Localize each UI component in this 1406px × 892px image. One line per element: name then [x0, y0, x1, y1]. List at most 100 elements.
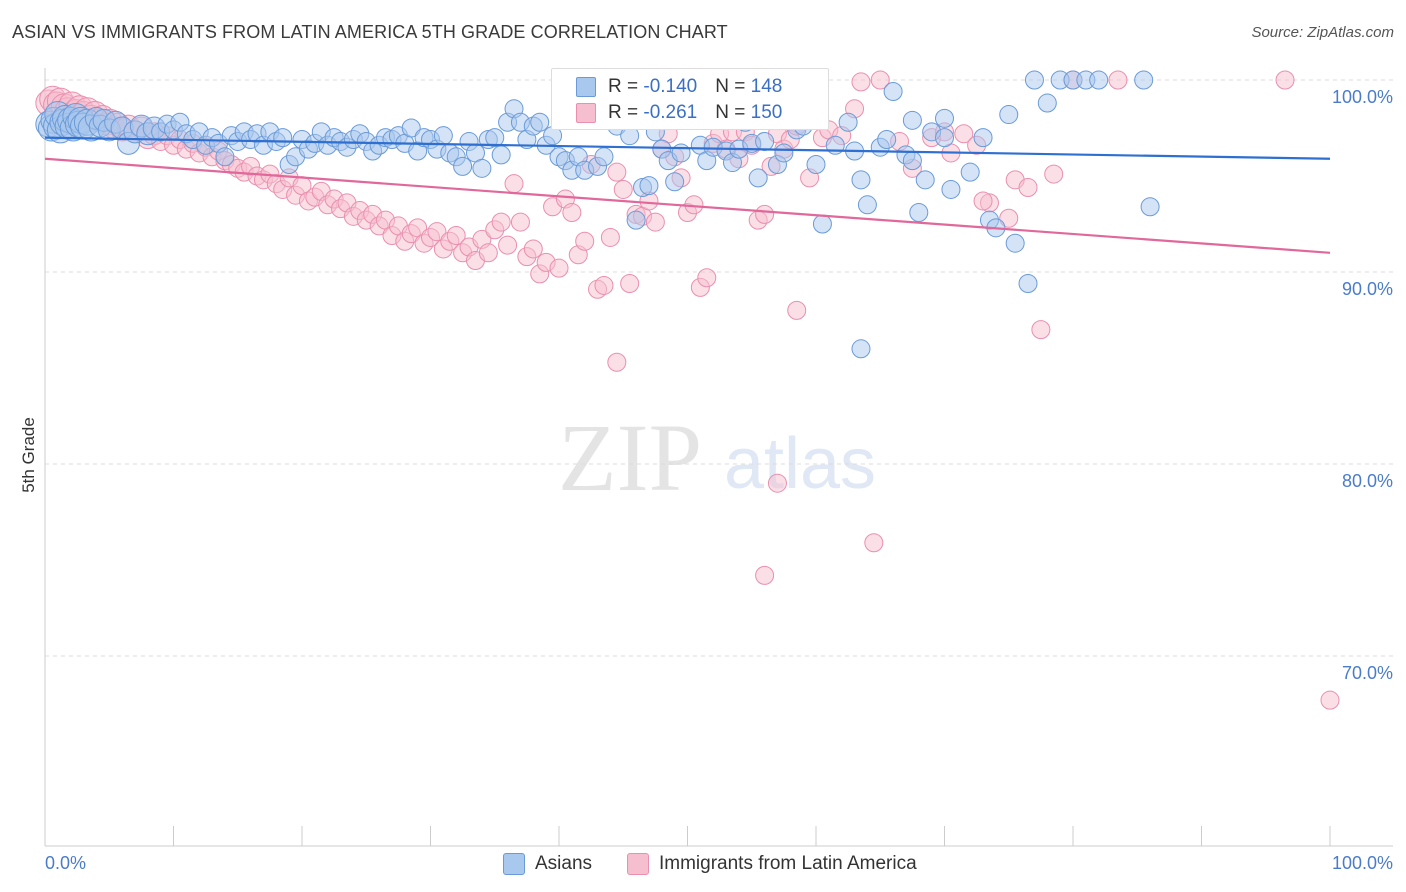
latin-point — [1320, 690, 1340, 710]
asian-point — [909, 202, 929, 222]
latin-point — [1031, 320, 1051, 340]
latin-point — [607, 162, 627, 182]
asian-point — [453, 156, 473, 176]
asian-point — [485, 128, 505, 148]
bottom-asians-label: Asians — [535, 853, 593, 874]
latin-point — [870, 70, 890, 90]
latin-point — [645, 212, 665, 232]
y-tick-label: 90.0% — [1342, 279, 1393, 299]
latin-point — [755, 565, 775, 585]
legend-row-asians: R = -0.140 N = 148 — [576, 75, 782, 99]
latin-point — [864, 533, 884, 553]
latin-point — [523, 239, 543, 259]
asian-point — [960, 162, 980, 182]
asian-point — [1134, 70, 1154, 90]
latin-point — [594, 275, 614, 295]
latin-point — [600, 227, 620, 247]
latin-point — [1108, 70, 1128, 90]
latin-point — [767, 473, 787, 493]
latin-america-points — [35, 70, 1340, 710]
latin-point — [510, 212, 530, 232]
axes — [44, 68, 1393, 847]
source-label: Source: ZipAtlas.com — [1251, 24, 1394, 41]
y-axis-label: 5th Grade — [19, 417, 38, 493]
latin-point — [697, 268, 717, 288]
latin-r-label: R = — [608, 102, 644, 123]
asian-point — [902, 110, 922, 130]
latin-point — [1275, 70, 1295, 90]
latin-point — [787, 300, 807, 320]
y-tick-label: 70.0% — [1342, 663, 1393, 683]
y-tick-label: 80.0% — [1342, 471, 1393, 491]
latin-point — [498, 235, 518, 255]
asian-point — [806, 154, 826, 174]
asian-point — [215, 147, 235, 167]
latin-swatch — [576, 103, 596, 123]
asian-point — [1037, 93, 1057, 113]
asian-point — [999, 105, 1019, 125]
latin-point — [973, 191, 993, 211]
asians-r-value: -0.140 — [643, 76, 698, 97]
latin-point — [491, 212, 511, 232]
latin-point — [755, 204, 775, 224]
asian-point — [851, 170, 871, 190]
asian-point — [594, 147, 614, 167]
asian-point — [665, 172, 685, 192]
latin-trend-line — [44, 157, 1331, 254]
bottom-asians-swatch — [503, 853, 525, 875]
asian-point — [935, 128, 954, 148]
asian-point — [433, 126, 453, 146]
latin-point — [504, 174, 524, 194]
asians-n-label: N = — [715, 76, 751, 97]
asians-n-value: 148 — [750, 76, 783, 97]
chart-title: ASIAN VS IMMIGRANTS FROM LATIN AMERICA 5… — [12, 22, 728, 42]
latin-point — [607, 352, 627, 372]
asian-point — [1140, 197, 1160, 217]
asian-point — [915, 170, 935, 190]
asian-point — [530, 112, 550, 132]
asian-point — [774, 143, 794, 163]
asian-point — [838, 112, 858, 132]
asian-point — [902, 151, 922, 171]
asian-point — [1024, 70, 1044, 90]
asian-point — [935, 108, 954, 128]
asians-swatch — [576, 77, 596, 97]
latin-point — [613, 179, 633, 199]
asian-point — [851, 339, 871, 359]
trend-lines — [44, 136, 1331, 254]
asian-point — [1018, 274, 1038, 294]
bottom-latin-label: Immigrants from Latin America — [659, 853, 917, 874]
latin-point — [549, 258, 569, 278]
latin-n-label: N = — [715, 102, 751, 123]
x-tick-label: 0.0% — [45, 853, 86, 873]
latin-point — [427, 222, 447, 242]
latin-r-value: -0.261 — [643, 102, 698, 123]
latin-point — [620, 274, 640, 294]
asian-point — [973, 128, 993, 148]
asian-point — [639, 176, 659, 196]
asians-r-label: R = — [608, 76, 644, 97]
asian-point — [472, 158, 492, 178]
latin-point — [1018, 178, 1038, 198]
correlation-legend: R = -0.140 N = 148 R = -0.261 N = 150 — [551, 68, 829, 130]
asian-point — [273, 128, 293, 148]
bottom-latin-swatch — [627, 853, 649, 875]
asian-point — [883, 82, 903, 102]
asian-point — [877, 130, 897, 150]
latin-point — [999, 208, 1019, 228]
latin-point — [954, 124, 974, 144]
asian-point — [1089, 70, 1109, 90]
asian-point — [626, 210, 646, 230]
asians-trend-line — [44, 136, 1331, 160]
asian-point — [755, 131, 775, 151]
watermark: ZIP atlas — [558, 404, 876, 511]
asian-point — [941, 179, 961, 199]
latin-point — [478, 243, 498, 263]
latin-point — [851, 72, 871, 92]
asian-point — [857, 195, 877, 215]
latin-point — [446, 226, 466, 246]
asian-point — [1005, 233, 1025, 253]
tick-labels: 100.0% 90.0% 80.0% 70.0% 0.0% 100.0% — [45, 87, 1393, 873]
legend-row-latin: R = -0.261 N = 150 — [576, 101, 782, 125]
